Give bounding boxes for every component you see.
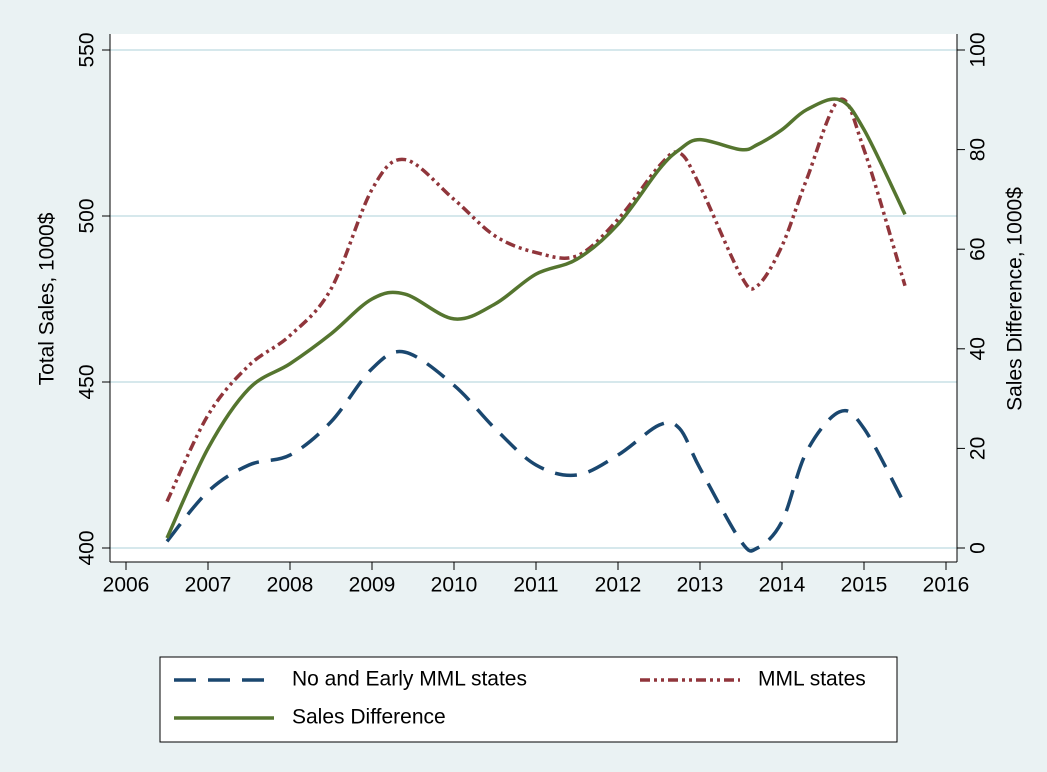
y2-tick-label: 0 — [967, 542, 990, 554]
x-tick-label: 2008 — [267, 574, 314, 597]
x-tick-label: 2012 — [595, 574, 642, 597]
y-axis-title: Total Sales, 1000$ — [36, 212, 59, 385]
y2-tick-label: 60 — [967, 238, 990, 261]
x-tick-label: 2015 — [841, 574, 888, 597]
legend-label: Sales Difference — [292, 706, 446, 729]
x-tick-label: 2016 — [923, 574, 970, 597]
y2-tick-label: 20 — [967, 437, 990, 460]
series-line — [165, 97, 907, 539]
x-tick-label: 2009 — [349, 574, 396, 597]
y2-tick-label: 100 — [967, 32, 990, 67]
legend-label: No and Early MML states — [292, 668, 527, 691]
series-line — [165, 349, 907, 553]
plot-area — [110, 34, 957, 562]
y2-axis-title: Sales Difference, 1000$ — [1004, 187, 1027, 411]
y-tick-label: 400 — [76, 530, 99, 565]
x-tick-label: 2010 — [431, 574, 478, 597]
x-tick-label: 2013 — [677, 574, 724, 597]
legend-box — [159, 656, 898, 743]
series-line — [165, 97, 907, 503]
y-tick-label: 550 — [76, 32, 99, 67]
x-tick-label: 2014 — [759, 574, 806, 597]
y2-tick-label: 80 — [967, 138, 990, 161]
x-tick-label: 2006 — [103, 574, 150, 597]
y-tick-label: 450 — [76, 364, 99, 399]
x-tick-label: 2007 — [185, 574, 232, 597]
y-tick-label: 500 — [76, 198, 99, 233]
x-tick-label: 2011 — [513, 574, 558, 597]
legend-label: MML states — [758, 668, 866, 691]
y2-tick-label: 40 — [967, 337, 990, 360]
